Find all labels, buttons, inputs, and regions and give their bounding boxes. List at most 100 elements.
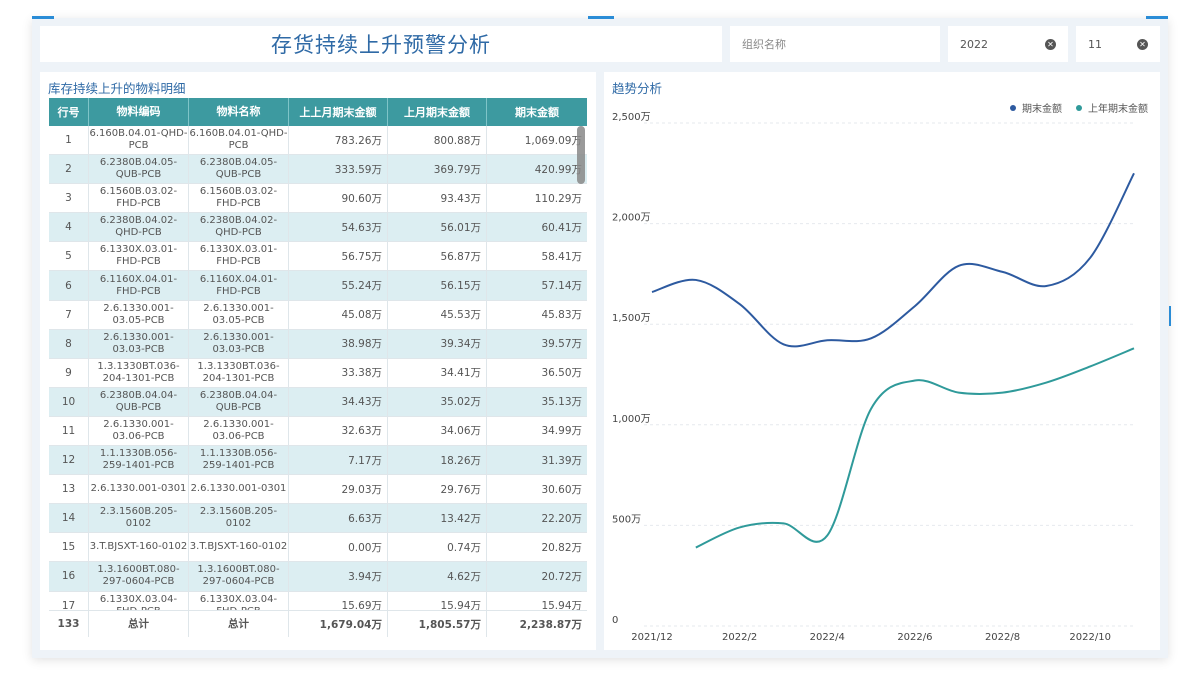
series-line-lastyear[interactable] [695,347,1135,549]
cell-name: 3.T.BJSXT-160-0102 [189,533,289,562]
cell-m1: 45.53万 [388,300,487,329]
cell-name: 2.6.1330.001-0301 [189,475,289,504]
footer-name: 总计 [189,611,289,637]
cell-m1: 29.76万 [388,475,487,504]
table-body[interactable]: 1 6.160B.04.01-QHD-PCB 6.160B.04.01-QHD-PC… [49,126,587,610]
footer-m2: 1,679.04万 [289,611,388,637]
cell-m1: 56.01万 [388,213,487,242]
table-row[interactable]: 7 2.6.1330.001-03.05-PCB 2.6.1330.001-03.0… [49,300,587,330]
legend-item-lastyear[interactable]: 上年期末金额 [1076,100,1148,115]
trend-panel: 趋势分析 [604,72,1160,650]
y-tick-label: 0 [612,615,618,626]
cell-m1: 93.43万 [388,184,487,213]
cell-no: 17 [49,591,89,610]
series-line-current[interactable] [651,172,1135,348]
col-header-m2[interactable]: 上上月期末金额 [289,98,388,126]
legend-item-current[interactable]: 期末金额 [1010,100,1062,115]
cell-name: 2.6.1330.001-03.05-PCB [189,300,289,329]
cell-code: 2.3.1560B.205-0102 [89,504,189,533]
cell-m1: 34.06万 [388,416,487,446]
legend-label: 上年期末金额 [1088,104,1148,115]
table-header: 行号 物料编码 物料名称 上上月期末金额 上月期末金额 期末金额 [49,98,587,126]
cell-m2: 3.94万 [289,562,388,591]
table-row[interactable]: 3 6.1560B.03.02-FHD-PCB 6.1560B.03.02-FHD-… [49,184,587,214]
cell-name: 6.1330X.03.04-FHD-PCB [189,591,289,610]
clear-icon[interactable]: ✕ [1045,38,1056,50]
cell-m1: 34.41万 [388,358,487,387]
cell-no: 11 [49,416,89,446]
cell-no: 4 [49,213,89,242]
cell-name: 6.160B.04.01-QHD-PCB [189,126,289,155]
col-header-m0[interactable]: 期末金额 [515,106,559,119]
table-row[interactable]: 14 2.3.1560B.205-0102 2.3.1560B.205-0102 6.… [49,504,587,534]
month-filter[interactable]: 11 ✕ [1076,26,1160,62]
table-scrollbar[interactable] [577,126,585,184]
year-filter[interactable]: 2022 ✕ [948,26,1068,62]
x-tick-label: 2022/2 [722,632,757,643]
col-header-name[interactable]: 物料名称 [189,98,289,126]
cell-m1: 56.87万 [388,242,487,271]
cell-m0: 30.60万 [541,483,582,496]
y-tick-label: 500万 [612,514,641,525]
cell-m1: 18.26万 [388,446,487,475]
org-filter[interactable]: 组织名称 [730,26,940,62]
cell-name: 6.1160X.04.01-FHD-PCB [189,271,289,300]
cell-no: 15 [49,533,89,562]
y-tick-label: 1,000万 [612,414,651,425]
table-row[interactable]: 2 6.2380B.04.05-QUB-PCB 6.2380B.04.05-QUB-… [49,155,587,185]
year-filter-value: 2022 [960,37,988,51]
cell-code: 2.6.1330.001-03.05-PCB [89,300,189,329]
cell-no: 16 [49,562,89,591]
cell-name: 2.6.1330.001-03.03-PCB [189,329,289,358]
cell-name: 1.3.1330BT.036-204-1301-PCB [189,358,289,387]
col-header-m1[interactable]: 上月期末金额 [388,98,487,126]
table-row[interactable]: 12 1.1.1330B.056-259-1401-PCB 1.1.1330B.05… [49,446,587,476]
cell-m1: 0.74万 [388,533,487,562]
table-row[interactable]: 6 6.1160X.04.01-FHD-PCB 6.1160X.04.01-FHD-… [49,271,587,301]
col-header-code[interactable]: 物料编码 [89,98,189,126]
cell-code: 6.2380B.04.04-QUB-PCB [89,387,189,416]
cell-m1: 35.02万 [388,387,487,416]
cell-code: 2.6.1330.001-03.06-PCB [89,416,189,446]
table-row[interactable]: 5 6.1330X.03.01-FHD-PCB 6.1330X.03.01-FHD-… [49,242,587,272]
cell-code: 6.2380B.04.02-QHD-PCB [89,213,189,242]
table-row[interactable]: 1 6.160B.04.01-QHD-PCB 6.160B.04.01-QHD-PC… [49,126,587,156]
cell-name: 6.1560B.03.02-FHD-PCB [189,184,289,213]
cell-m2: 32.63万 [289,416,388,446]
table-row[interactable]: 176.1330X.03.04-FHD-PCB6.1330X.03.04-FHD… [49,591,587,610]
cell-m2: 29.03万 [289,475,388,504]
cell-m0: 36.50万 [541,367,582,380]
cell-code: 3.T.BJSXT-160-0102 [89,533,189,562]
cell-no: 9 [49,358,89,387]
table-row[interactable]: 4 6.2380B.04.02-QHD-PCB 6.2380B.04.02-QHD-… [49,213,587,243]
legend-dot-icon [1076,104,1082,111]
table-row[interactable]: 15 3.T.BJSXT-160-0102 3.T.BJSXT-160-0102 0.… [49,533,587,563]
table-row[interactable]: 16 1.3.1600BT.080-297-0604-PCB 1.3.1600BT.… [49,562,587,592]
cell-name: 2.6.1330.001-03.06-PCB [189,416,289,446]
cell-m0: 45.83万 [541,309,582,322]
cell-no: 12 [49,446,89,475]
y-tick-label: 2,500万 [612,112,651,123]
cell-m1: 4.62万 [388,562,487,591]
clear-icon[interactable]: ✕ [1137,38,1148,50]
cell-code: 6.1330X.03.04-FHD-PCB [89,591,189,610]
cell-no: 8 [49,329,89,358]
footer-m1: 1,805.57万 [388,611,487,637]
side-accent [1169,306,1171,326]
table-row[interactable]: 8 2.6.1330.001-03.03-PCB 2.6.1330.001-03.0… [49,329,587,359]
footer-code: 总计 [89,611,189,637]
table-row[interactable]: 13 2.6.1330.001-0301 2.6.1330.001-0301 29.0… [49,475,587,505]
cell-m2: 54.63万 [289,213,388,242]
dashboard-frame: 存货持续上升预警分析 组织名称 2022 ✕ 11 ✕ 库存持续上升的物料明细 … [32,16,1171,658]
cell-m0: 31.39万 [541,454,582,467]
cell-m2: 6.63万 [289,504,388,533]
top-accent [588,16,614,19]
table-row[interactable]: 11 2.6.1330.001-03.06-PCB 2.6.1330.001-03.… [49,416,587,447]
org-filter-placeholder: 组织名称 [742,38,786,51]
cell-m0: 15.94万 [541,600,582,610]
col-header-no[interactable]: 行号 [49,98,89,126]
cell-m2: 34.43万 [289,387,388,416]
cell-m1: 56.15万 [388,271,487,300]
table-row[interactable]: 10 6.2380B.04.04-QUB-PCB 6.2380B.04.04-QUB… [49,387,587,417]
table-row[interactable]: 9 1.3.1330BT.036-204-1301-PCB 1.3.1330BT.0… [49,358,587,388]
